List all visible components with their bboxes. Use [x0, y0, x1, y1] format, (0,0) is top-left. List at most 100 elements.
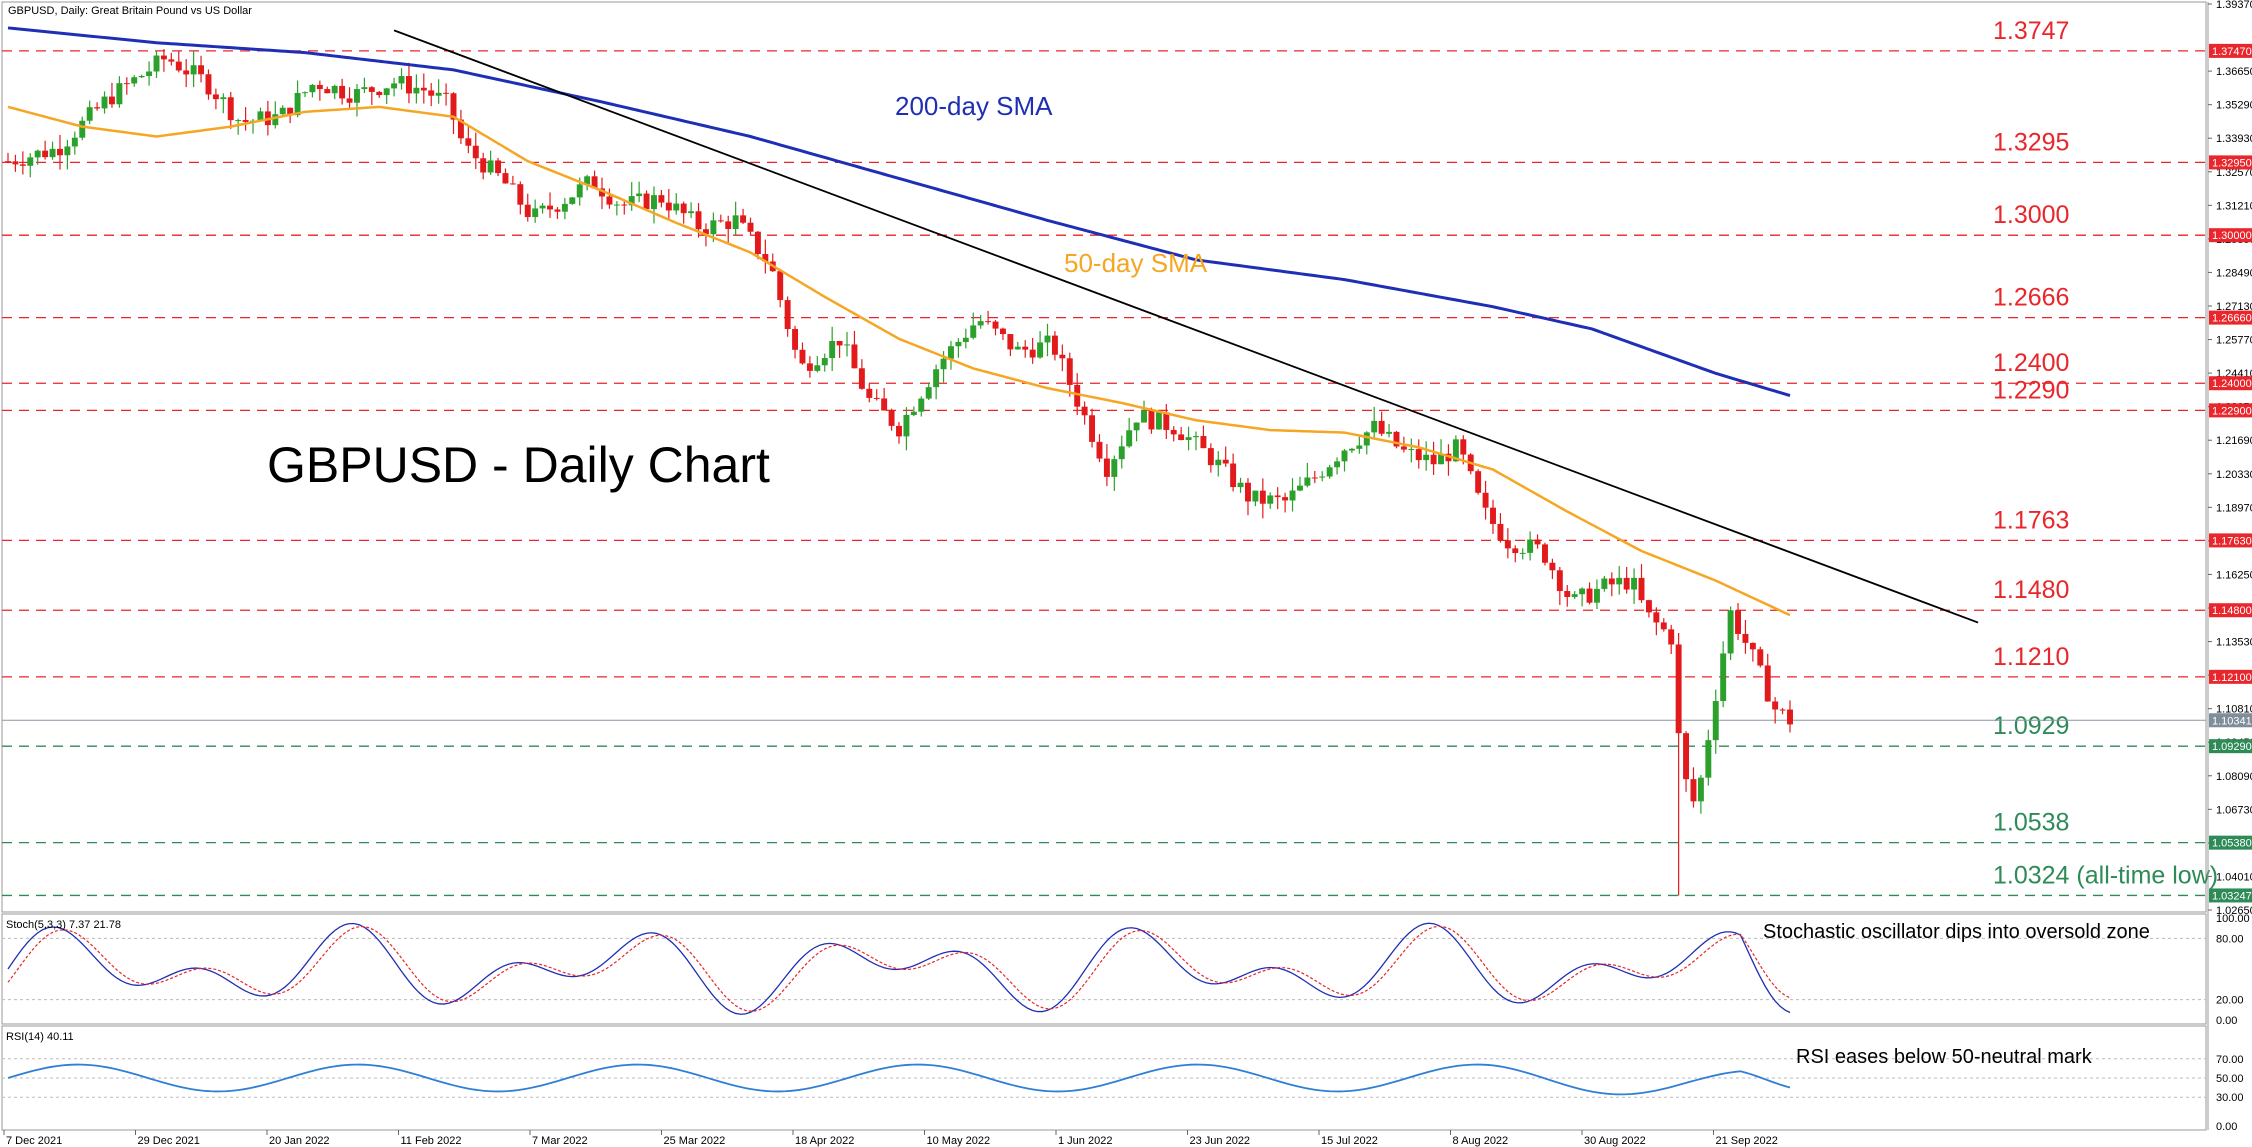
candle-body	[858, 368, 865, 389]
time-tick-label: 25 Mar 2022	[664, 1135, 726, 1147]
candle-body	[1311, 477, 1318, 479]
price-tick-label: 1.20330	[2216, 469, 2252, 481]
candle-body	[368, 87, 375, 92]
candle-body	[1631, 577, 1638, 590]
candle-body	[1259, 490, 1266, 504]
candle-body	[725, 221, 732, 230]
candle-body	[1623, 577, 1630, 590]
candle-body	[903, 414, 910, 437]
candle-body	[1593, 588, 1600, 603]
level-label: 1.0324 (all-time low)	[1993, 861, 2218, 889]
candle-body	[1378, 420, 1385, 434]
sma200-line	[7, 26, 1791, 398]
candle-body	[710, 220, 717, 235]
candle-body	[160, 55, 167, 60]
candle-body	[450, 93, 457, 120]
time-tick-label: 20 Jan 2022	[269, 1135, 330, 1147]
candle-body	[1237, 482, 1244, 488]
candle-body	[465, 138, 472, 146]
candle-body	[1452, 439, 1459, 462]
candle-body	[5, 161, 11, 163]
level-price-tag-label: 1.26660	[2212, 313, 2252, 325]
candle-body	[220, 97, 227, 100]
candle-body	[123, 83, 130, 85]
trendline	[393, 29, 1979, 624]
candle-body	[517, 184, 524, 205]
time-tick-label: 21 Sep 2022	[1716, 1135, 1778, 1147]
candle-body	[443, 92, 450, 94]
candle-body	[57, 148, 63, 156]
price-tick-label: 1.04010	[2216, 871, 2252, 883]
level-price-tag-label: 1.05380	[2212, 838, 2252, 850]
candle-body	[1245, 482, 1251, 502]
candle-body	[695, 211, 702, 230]
price-tick-label: 1.25770	[2216, 335, 2252, 347]
candle-body	[613, 204, 620, 206]
level-label: 1.2290	[1993, 376, 2069, 404]
candle-body	[584, 176, 591, 185]
candle-body	[777, 271, 784, 301]
candle-body	[1096, 441, 1103, 459]
indicator-lines	[7, 26, 1979, 624]
candle-body	[933, 369, 940, 388]
candle-body	[49, 148, 56, 158]
level-label: 1.1480	[1993, 576, 2069, 604]
candle-body	[1334, 461, 1341, 468]
candle-body	[1111, 459, 1118, 477]
price-tick-label: 1.18970	[2216, 502, 2252, 514]
level-price-tag	[2209, 228, 2252, 243]
candle-body	[1690, 779, 1697, 802]
candle-body	[1326, 467, 1333, 477]
candle-body	[272, 114, 279, 126]
candle-body	[257, 111, 264, 121]
candle-body	[658, 195, 665, 203]
candle-body	[302, 92, 308, 94]
candle-body	[1178, 434, 1185, 440]
candle-body	[1170, 429, 1177, 435]
stoch-tick-label: 80.00	[2216, 933, 2244, 945]
current-price-tag-label: 1.10341	[2212, 715, 2252, 727]
candle-body	[1608, 578, 1615, 585]
candle-body	[680, 203, 687, 214]
level-price-tag	[2209, 155, 2252, 170]
candle-body	[190, 65, 197, 75]
candle-body	[1645, 600, 1652, 613]
candle-body	[287, 107, 294, 116]
candle-body	[844, 344, 850, 346]
level-price-tag	[2209, 403, 2252, 418]
rsi-tick-label: 70.00	[2216, 1054, 2244, 1066]
level-label: 1.0538	[1993, 809, 2069, 837]
candle-body	[71, 137, 78, 147]
candle-body	[1348, 448, 1355, 451]
candle-body	[480, 158, 487, 173]
candle-body	[799, 349, 806, 364]
candle-body	[227, 97, 234, 121]
price-tick-label: 1.02650	[2216, 905, 2252, 917]
candle-body	[108, 96, 115, 105]
level-price-tag-label: 1.22900	[2212, 405, 2252, 417]
candle-body	[34, 150, 41, 158]
candle-body	[1126, 430, 1133, 447]
candle-body	[1141, 410, 1147, 423]
candle-body	[688, 211, 695, 214]
candle-body	[1103, 458, 1110, 477]
stoch-note: Stochastic oscillator dips into oversold…	[1763, 921, 2150, 943]
candle-body	[962, 337, 969, 342]
level-price-tag-label: 1.32950	[2212, 157, 2252, 169]
candle-body	[1133, 422, 1140, 431]
candle-body	[1289, 490, 1296, 501]
candle-body	[27, 157, 34, 166]
candle-body	[1653, 612, 1660, 623]
candle-body	[1044, 335, 1051, 343]
candle-body	[1222, 459, 1229, 464]
candle-body	[153, 55, 160, 72]
candle-body	[1787, 709, 1793, 725]
stoch-tick-label: 20.00	[2216, 995, 2244, 1007]
candle-body	[64, 146, 71, 156]
candle-body	[732, 215, 739, 230]
candle-body	[487, 160, 494, 173]
level-price-tag-label: 1.12100	[2212, 672, 2252, 684]
candle-body	[1519, 552, 1526, 554]
